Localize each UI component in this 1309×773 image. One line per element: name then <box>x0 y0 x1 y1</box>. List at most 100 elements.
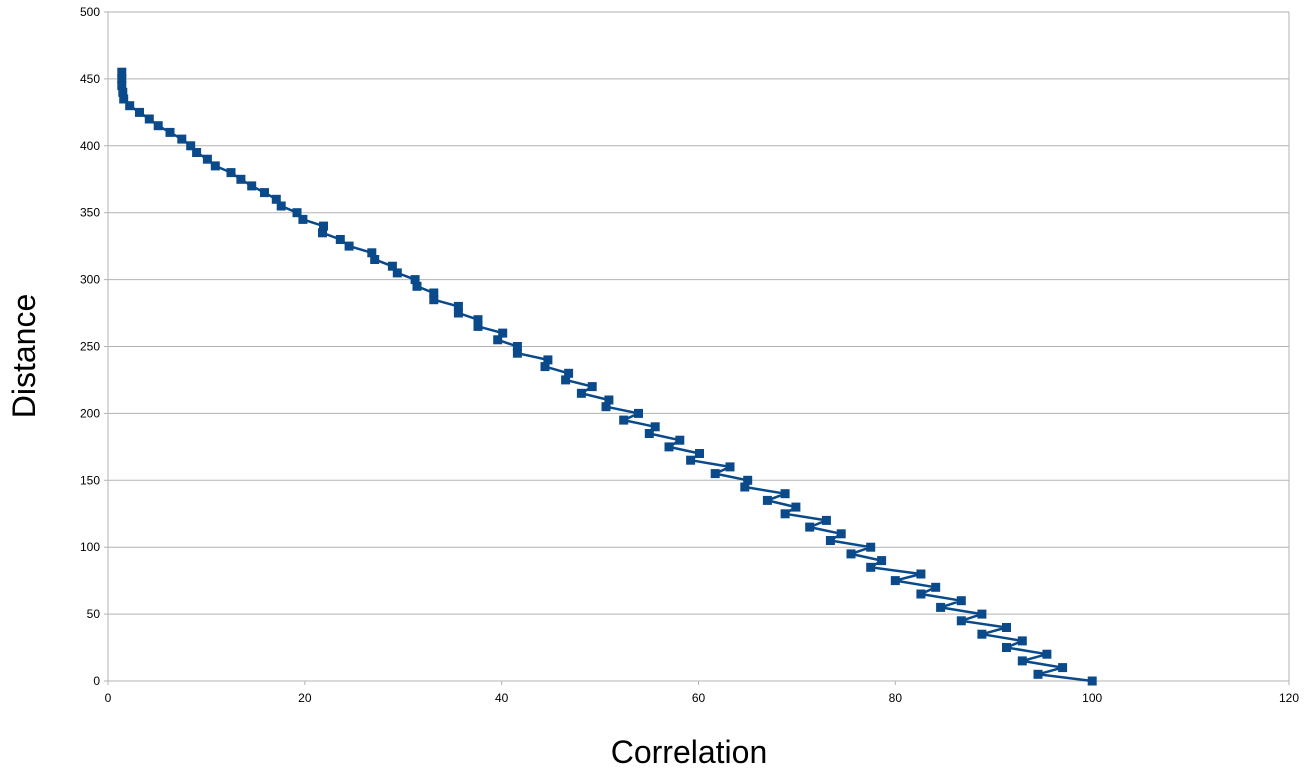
data-point-marker <box>186 141 196 151</box>
data-point-marker <box>387 261 397 271</box>
series-line <box>120 72 1093 683</box>
data-point-marker <box>429 288 439 298</box>
data-point-marker <box>153 121 163 131</box>
data-point-marker <box>247 181 257 191</box>
data-point-marker <box>429 295 439 305</box>
data-point-marker <box>118 87 128 97</box>
data-point-marker <box>298 214 308 224</box>
data-point-marker <box>1087 676 1097 686</box>
data-point-marker <box>695 449 704 458</box>
y-tick-label: 500 <box>80 5 100 19</box>
data-point-marker <box>210 161 220 171</box>
data-point-marker <box>1017 636 1027 646</box>
data-point-marker <box>956 596 966 606</box>
x-tick-labels: 0 20 40 60 80 100 120 <box>105 691 1300 705</box>
data-point-marker <box>664 442 674 452</box>
data-point-marker <box>117 81 127 91</box>
data-point-marker <box>367 248 377 258</box>
data-point-marker <box>977 609 987 619</box>
y-tick-label: 300 <box>80 273 100 287</box>
data-point-marker <box>318 228 327 238</box>
data-point-marker <box>650 422 660 432</box>
y-tick-label: 50 <box>87 607 101 621</box>
data-point-marker <box>226 168 236 178</box>
data-point-marker <box>412 281 422 291</box>
data-point-marker <box>805 522 815 532</box>
data-point-marker <box>1058 663 1068 673</box>
data-point-marker <box>1017 656 1027 666</box>
data-point-marker <box>125 101 135 111</box>
data-point-marker <box>916 589 926 599</box>
data-point-marker <box>1042 649 1052 659</box>
data-point-marker <box>821 515 831 525</box>
data-point-marker <box>192 148 202 157</box>
data-point-marker <box>453 301 463 311</box>
data-point-marker <box>540 362 550 372</box>
y-tick-label: 250 <box>80 340 100 354</box>
data-point-marker <box>743 475 753 485</box>
y-axis-title: Distance <box>6 294 42 419</box>
x-tick-label: 60 <box>692 691 706 705</box>
data-point-marker <box>791 502 801 512</box>
y-tick-label: 400 <box>80 139 100 153</box>
data-point-marker <box>836 529 846 539</box>
data-point-marker <box>335 235 345 244</box>
data-point-marker <box>260 188 269 198</box>
data-point-marker <box>956 616 966 626</box>
data-point-marker <box>977 629 987 639</box>
y-tick-label: 0 <box>93 674 100 688</box>
data-point-marker <box>710 469 720 479</box>
data-point-marker <box>561 375 571 385</box>
data-point-marker <box>936 602 946 612</box>
series-plot <box>117 67 1097 686</box>
x-tick-label: 40 <box>495 691 509 705</box>
data-point-marker <box>271 194 281 204</box>
x-tick-label: 100 <box>1082 691 1102 705</box>
data-point-marker <box>780 489 790 499</box>
data-point-marker <box>119 94 129 104</box>
data-point-marker <box>512 342 522 351</box>
x-tick-label: 20 <box>298 691 312 705</box>
data-point-marker <box>236 174 246 184</box>
y-tick-label: 350 <box>80 206 100 220</box>
y-tick-label: 100 <box>80 540 100 554</box>
data-point-marker <box>601 402 611 412</box>
x-tick-label: 0 <box>105 691 112 705</box>
data-point-marker <box>890 576 900 586</box>
y-tick-label: 150 <box>80 473 100 487</box>
data-point-marker <box>619 415 629 425</box>
data-point-marker <box>512 348 522 358</box>
data-point-marker <box>825 536 835 545</box>
data-point-marker <box>319 221 328 231</box>
data-point-marker <box>780 509 790 519</box>
y-tick-label: 450 <box>80 72 100 86</box>
data-point-marker <box>498 328 508 338</box>
data-point-marker <box>1033 669 1043 679</box>
data-point-marker <box>453 308 463 318</box>
x-axis-title: Correlation <box>611 734 768 770</box>
data-point-marker <box>604 395 614 405</box>
data-point-marker <box>686 455 696 465</box>
data-point-marker <box>117 67 127 77</box>
data-point-marker <box>165 127 175 137</box>
data-point-marker <box>410 275 420 285</box>
data-point-marker <box>740 482 750 492</box>
data-point-marker <box>392 268 402 278</box>
data-point-marker <box>1002 623 1011 632</box>
data-point-marker <box>866 562 876 572</box>
data-point-marker <box>762 495 772 505</box>
data-point-marker <box>725 462 735 472</box>
data-point-marker <box>866 542 876 552</box>
data-point-marker <box>493 335 503 345</box>
data-point-marker <box>576 388 586 398</box>
data-point-marker <box>177 134 187 144</box>
data-point-marker <box>877 556 887 566</box>
data-point-marker <box>634 408 643 418</box>
data-point-marker <box>292 208 302 218</box>
data-point-marker <box>543 355 553 365</box>
data-point-marker <box>644 429 654 438</box>
gridlines <box>108 11 1289 682</box>
data-point-marker <box>931 582 941 592</box>
data-point-marker <box>846 549 856 559</box>
